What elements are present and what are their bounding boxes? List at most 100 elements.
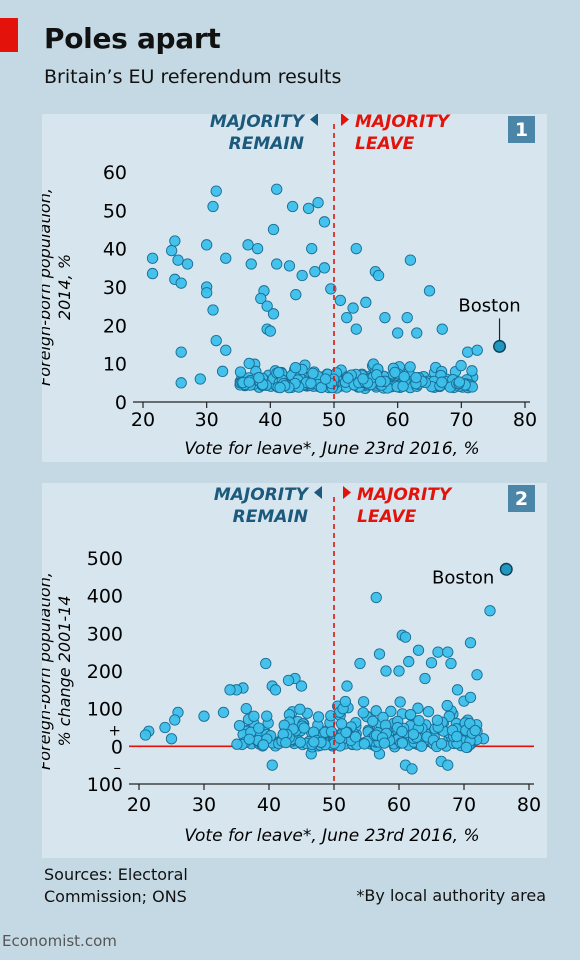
data-point: [242, 239, 254, 251]
majority-leave-label-1: MAJORITY: [355, 114, 451, 132]
boston-label: Boston: [432, 567, 494, 588]
remain-arrow-icon: [310, 114, 318, 126]
data-point: [445, 657, 457, 670]
data-point: [251, 243, 264, 255]
data-point: [255, 292, 267, 305]
data-point: [378, 737, 391, 749]
data-point: [159, 721, 171, 734]
data-point: [289, 361, 302, 374]
credit: Economist.com: [2, 932, 117, 950]
data-point: [370, 591, 382, 604]
data-point: [306, 243, 318, 255]
y-axis-label-line-2: 2014, %: [55, 254, 74, 320]
data-point: [264, 325, 276, 337]
data-point: [269, 684, 282, 696]
panel-badge: 2: [515, 488, 528, 510]
x-tick-label: 80: [517, 794, 541, 816]
boston-point: [499, 562, 513, 576]
data-point: [243, 376, 255, 388]
x-tick-label: 70: [452, 794, 476, 816]
majority-leave-label-2: LEAVE: [355, 134, 415, 154]
data-point: [267, 308, 280, 320]
data-point: [175, 377, 187, 389]
data-point: [339, 695, 352, 708]
data-point: [290, 289, 302, 301]
data-point: [312, 711, 325, 723]
data-point: [286, 200, 299, 213]
panel-badge-bg: [508, 116, 535, 143]
data-point: [312, 197, 324, 209]
boston-label: Boston: [458, 295, 520, 316]
panel-foreign-born-change: 2 MAJORITY REMAIN MAJORITY LEAVE Foreign-born…: [42, 483, 547, 858]
data-point: [201, 287, 213, 299]
leave-arrow-icon: [341, 114, 349, 126]
data-point: [422, 706, 435, 718]
x-tick-label: 20: [127, 794, 151, 816]
x-axis-label: Vote for leave*, June 23rd 2016, %: [184, 439, 479, 459]
data-point: [271, 258, 283, 270]
data-point: [435, 738, 448, 750]
remain-arrow-icon: [314, 486, 322, 499]
sources-line-2: Commission; ONS: [44, 887, 187, 906]
data-point: [464, 637, 477, 649]
y-sign-plus: +: [108, 721, 121, 739]
data-point: [302, 202, 315, 215]
data-point: [389, 366, 401, 379]
data-point: [347, 302, 359, 314]
data-point: [380, 665, 392, 677]
data-point: [261, 710, 273, 722]
data-point: [224, 684, 236, 696]
data-point: [169, 714, 181, 726]
data-point: [240, 703, 252, 715]
data-point: [412, 644, 425, 656]
data-point: [436, 376, 448, 388]
data-point: [392, 327, 404, 339]
y-tick-label: 60: [103, 162, 127, 184]
data-point: [350, 323, 362, 335]
data-point: [441, 699, 453, 712]
leave-arrow-icon: [343, 486, 351, 499]
data-point: [207, 304, 219, 316]
data-point: [234, 366, 247, 378]
data-point: [210, 335, 222, 347]
data-point: [399, 631, 412, 643]
data-point: [245, 258, 257, 270]
x-tick-label: 30: [192, 794, 216, 816]
data-point: [396, 725, 408, 738]
data-point: [217, 706, 230, 719]
data-point: [455, 359, 467, 372]
data-point: [471, 669, 483, 681]
data-point: [146, 252, 159, 264]
x-tick-label: 80: [513, 409, 537, 431]
data-point: [207, 200, 219, 213]
x-tick-label: 50: [322, 409, 346, 431]
data-point: [243, 357, 255, 370]
data-point: [370, 705, 382, 717]
data-point: [271, 183, 283, 195]
x-tick-label: 30: [195, 409, 219, 431]
data-point: [357, 707, 369, 719]
y-tick-label: 400: [87, 586, 123, 608]
x-tick-label: 40: [258, 409, 282, 431]
data-point: [267, 223, 280, 236]
sources: Sources: Electoral Commission; ONS: [44, 864, 284, 908]
data-point: [261, 300, 273, 312]
data-point: [294, 736, 306, 748]
data-point: [360, 296, 372, 308]
data-point: [341, 312, 353, 324]
data-point: [139, 729, 152, 741]
data-point: [413, 715, 425, 727]
x-tick-label: 60: [386, 409, 410, 431]
data-point: [404, 709, 417, 721]
data-point: [396, 737, 409, 749]
data-point: [404, 254, 417, 266]
data-point: [358, 738, 370, 750]
data-point: [401, 312, 413, 324]
data-point: [165, 244, 178, 257]
data-point: [373, 648, 386, 660]
data-point: [220, 344, 232, 356]
x-tick-label: 60: [387, 794, 411, 816]
data-point: [412, 702, 424, 714]
y-axis-label-line-1: Foreign-born population,: [42, 572, 54, 770]
sources-line-1: Sources: Electoral: [44, 865, 188, 884]
